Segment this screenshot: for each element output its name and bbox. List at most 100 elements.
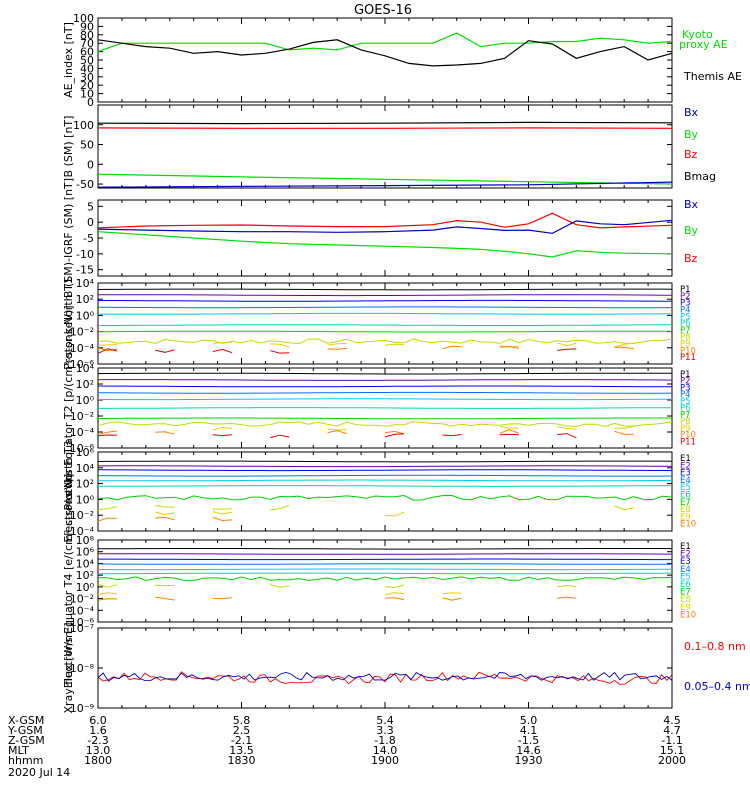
channel-label-p5: P5 — [680, 312, 691, 322]
y-tick-label: 90 — [80, 20, 94, 33]
series-e8 — [270, 584, 290, 588]
legend-themis-ae: Themis AE — [683, 70, 742, 83]
panel-frame — [97, 17, 673, 103]
y-tick-label: 50 — [80, 139, 94, 152]
panel-frame — [97, 539, 673, 623]
channel-label-p6: P6 — [680, 319, 691, 329]
series-e10 — [155, 516, 175, 521]
legend-bz: Bz — [684, 252, 698, 265]
y-tick-label: 30 — [80, 71, 94, 84]
channel-label-e10: E10 — [680, 520, 696, 530]
channel-label-e5: E5 — [680, 572, 691, 582]
series-p11 — [97, 348, 118, 354]
series-p9 — [499, 426, 519, 429]
series-p9 — [212, 341, 232, 344]
series-e10 — [212, 516, 232, 522]
series-p4 — [97, 306, 673, 309]
series-p9 — [327, 428, 347, 431]
y-tick-label: 40 — [80, 62, 94, 75]
series-e2 — [98, 553, 672, 555]
series-p11 — [384, 433, 405, 438]
series-e8 — [155, 504, 175, 508]
series-p10 — [614, 346, 634, 350]
series-p10 — [97, 347, 118, 352]
legend-proxy-ae: proxy AE — [679, 38, 728, 51]
series-p7 — [98, 330, 672, 333]
channel-label-e8: E8 — [680, 595, 691, 605]
y-tick-label: 10² — [76, 478, 94, 491]
series-p10 — [499, 346, 519, 349]
series-by — [97, 231, 673, 258]
x-row-label-x-gsm: X-GSM — [8, 714, 44, 727]
series-e10 — [212, 597, 232, 600]
series-p11 — [270, 434, 290, 439]
y-tick-label: 10⁻² — [70, 410, 94, 423]
y-tick-label: 10⁴ — [76, 362, 95, 375]
x-cell: 5.4 — [376, 714, 394, 727]
channel-label-p4: P4 — [680, 305, 691, 315]
y-tick-label: 0 — [87, 216, 94, 229]
series-p5 — [98, 312, 672, 315]
channel-label-p7: P7 — [680, 326, 691, 336]
series-0-05-0-4-nm — [97, 671, 673, 682]
y-tick-label: 10⁻⁶ — [70, 616, 95, 629]
x-cell: 1.6 — [89, 724, 107, 737]
series-e9 — [155, 511, 175, 516]
y-axis-label: B (SM)-IGRF (SM) [nT] — [62, 178, 75, 298]
x-cell: 5.8 — [233, 714, 251, 727]
series-p9 — [557, 426, 577, 430]
series-by — [97, 173, 673, 185]
y-axis-label: Protons North T1 — [62, 277, 75, 370]
y-tick-label: 10⁴ — [76, 277, 95, 290]
series-e8 — [270, 504, 290, 511]
series-e8 — [97, 506, 118, 511]
y-tick-label: 10⁻⁶ — [70, 358, 95, 371]
y-tick-label: 10⁻⁴ — [70, 426, 95, 439]
y-tick-label: -50 — [76, 178, 94, 191]
x-row-label-y-gsm: Y-GSM — [7, 724, 43, 737]
channel-label-p3: P3 — [680, 383, 691, 393]
y-axis-label: Protons Equator T2 [p/(cm²-s-sr-keV)] — [62, 305, 75, 510]
series-e9 — [384, 592, 405, 596]
y-tick-label: 10⁸ — [76, 534, 95, 547]
x-cell: 4.1 — [520, 724, 538, 737]
x-row-label-hhmm: hhmm — [8, 754, 43, 767]
series-e9 — [384, 511, 405, 517]
channel-label-p8: P8 — [680, 333, 691, 343]
series-p3 — [98, 299, 672, 302]
legend-bz: Bz — [684, 148, 698, 161]
y-tick-label: -5 — [83, 232, 94, 245]
series-e4 — [97, 474, 673, 477]
series-p11 — [557, 433, 577, 439]
series-p1 — [97, 372, 672, 375]
y-tick-label: 10⁰ — [76, 309, 95, 322]
channel-label-p5: P5 — [680, 397, 691, 407]
channel-label-e6: E6 — [680, 491, 691, 501]
channel-label-e9: E9 — [680, 512, 691, 522]
series-bx — [97, 181, 673, 188]
series-e5 — [97, 479, 673, 482]
x-cell: 13.0 — [86, 744, 111, 757]
x-cell: 2.5 — [233, 724, 251, 737]
y-tick-label: 10⁰ — [76, 394, 95, 407]
series-e4 — [98, 563, 672, 565]
series-themis-ae — [97, 39, 673, 67]
y-tick-label: 10⁻⁸ — [70, 662, 95, 675]
channel-label-p11: P11 — [680, 437, 696, 447]
y-tick-label: 10⁻⁹ — [70, 702, 94, 715]
series-e8 — [557, 585, 577, 588]
series-p9 — [212, 426, 232, 431]
y-tick-label: 10⁴ — [76, 557, 95, 570]
x-cell: 3.3 — [376, 724, 394, 737]
legend-by: By — [684, 224, 699, 237]
series-p9 — [614, 342, 634, 348]
y-tick-label: 10⁻² — [70, 509, 94, 522]
series-p11 — [97, 434, 118, 437]
y-tick-label: 10⁻² — [70, 593, 94, 606]
y-tick-label: 10⁴ — [76, 462, 95, 475]
